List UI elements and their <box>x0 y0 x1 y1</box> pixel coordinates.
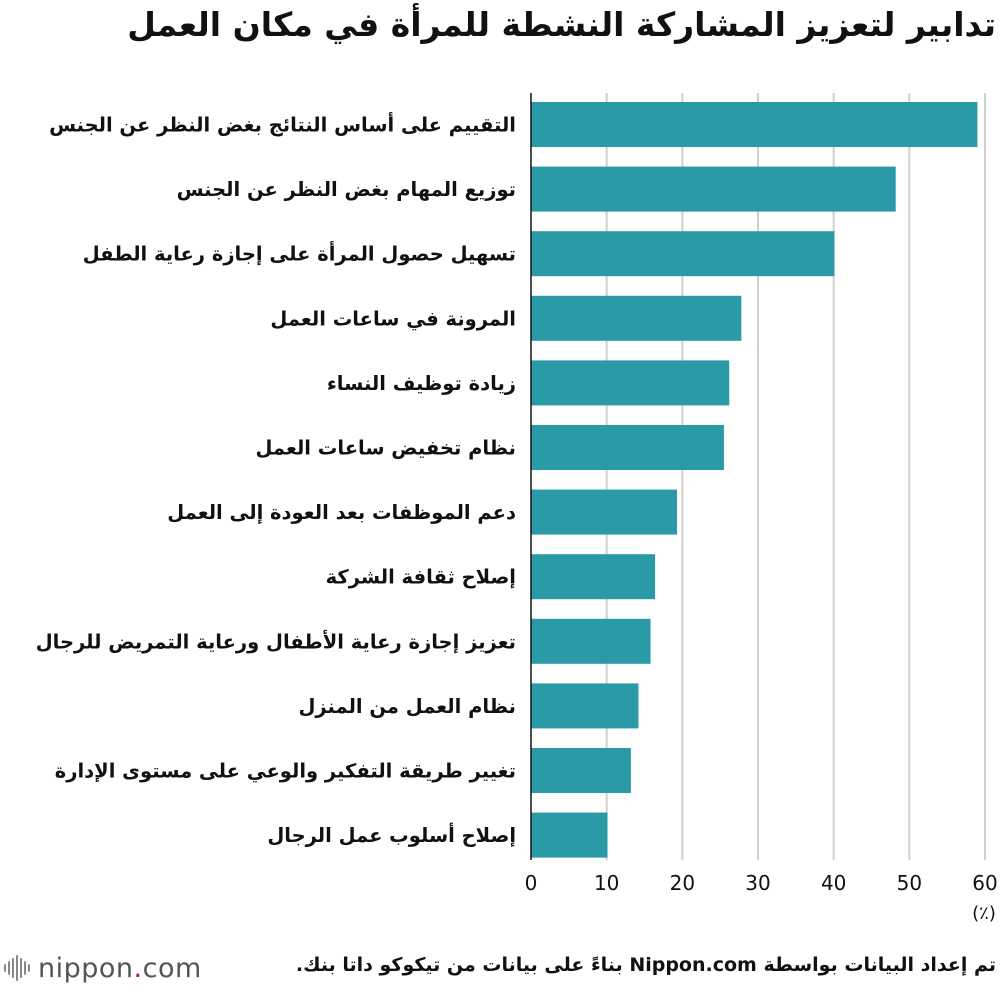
x-tick-label: 10 <box>594 871 619 895</box>
x-tick-label: 0 <box>525 871 538 895</box>
source-note: تم إعداد البيانات بواسطة Nippon.com بناء… <box>295 954 996 976</box>
x-tick-label: 30 <box>745 871 770 895</box>
category-label: توزيع المهام بغض النظر عن الجنس <box>177 178 516 201</box>
nippon-logo[interactable]: nippon.com <box>4 950 202 986</box>
category-label: زيادة توظيف النساء <box>327 372 516 395</box>
bar-chart: التقييم على أساس النتائج بغض النظر عن ال… <box>36 93 998 924</box>
bar <box>531 360 730 406</box>
nippon-logo-mark-icon <box>4 955 30 981</box>
category-label: تغيير طريقة التفكير والوعي على مستوى الإ… <box>55 760 516 783</box>
category-label: نظام تخفيض ساعات العمل <box>256 437 517 460</box>
category-label: إصلاح أسلوب عمل الرجال <box>267 823 516 847</box>
bar <box>531 102 978 147</box>
bar <box>531 231 835 277</box>
bar <box>531 295 742 341</box>
x-tick-label: 20 <box>670 871 695 895</box>
footer: nippon.com تم إعداد البيانات بواسطة Nipp… <box>0 948 1000 988</box>
chart-title: تدابير لتعزيز المشاركة النشطة للمرأة في … <box>127 5 996 44</box>
bar <box>531 683 639 729</box>
x-tick-label: 60 <box>972 871 997 895</box>
grid-lines <box>605 93 986 860</box>
bar <box>531 812 608 858</box>
category-label: المرونة في ساعات العمل <box>270 307 516 330</box>
bar <box>531 554 656 600</box>
bar <box>531 489 678 535</box>
x-tick-label: 50 <box>897 871 922 895</box>
category-label: نظام العمل من المنزل <box>299 695 517 718</box>
unit-label: (٪) <box>972 903 996 924</box>
category-label: دعم الموظفات بعد العودة إلى العمل <box>167 501 516 524</box>
bars <box>531 102 978 858</box>
category-label: تعزيز إجازة رعاية الأطفال ورعاية التمريض… <box>36 628 516 653</box>
bar <box>531 425 724 470</box>
category-label: إصلاح ثقافة الشركة <box>326 566 516 589</box>
logo-text: nippon.com <box>38 952 202 984</box>
bar <box>531 618 651 664</box>
bar <box>531 166 896 212</box>
x-tick-labels: 0 10 20 30 40 50 60 <box>525 871 998 895</box>
category-labels: التقييم على أساس النتائج بغض النظر عن ال… <box>36 113 516 848</box>
bar <box>531 748 631 793</box>
category-label: تسهيل حصول المرأة على إجازة رعاية الطفل <box>83 242 516 266</box>
category-label: التقييم على أساس النتائج بغض النظر عن ال… <box>49 113 516 137</box>
x-tick-label: 40 <box>821 871 846 895</box>
